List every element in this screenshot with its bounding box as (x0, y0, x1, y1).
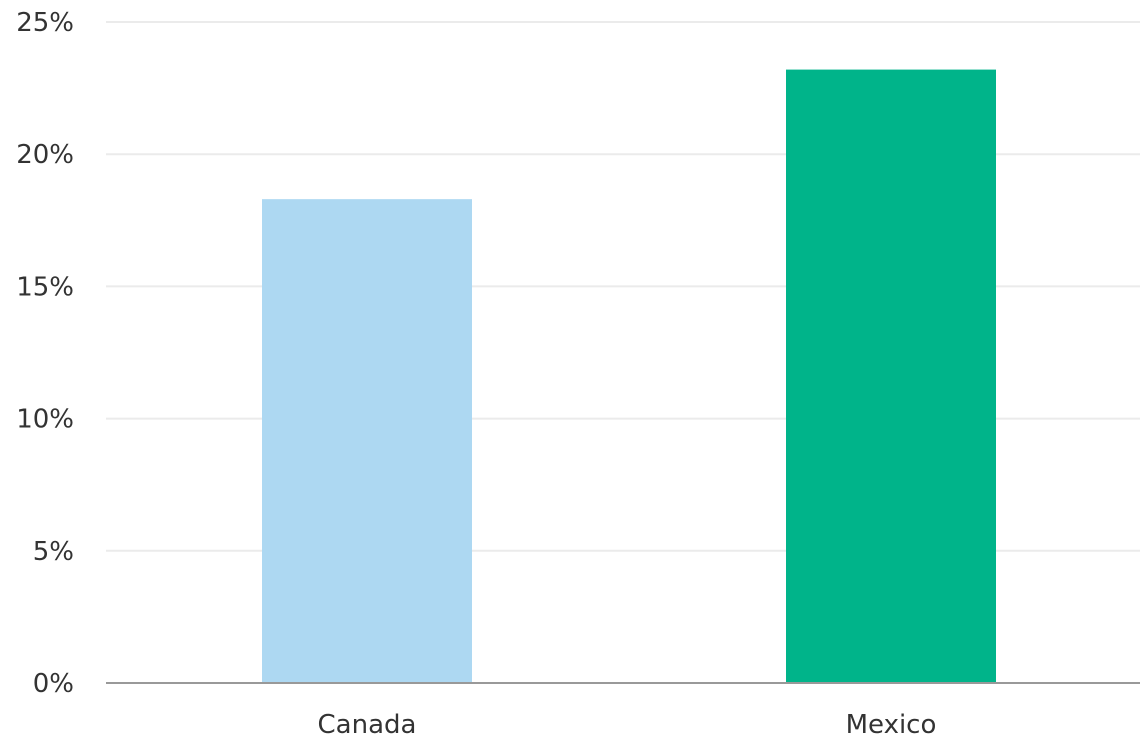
labels: 0% 5% 10% 15% 20% 25% Canada Mexico (16, 8, 936, 738)
y-tick-label: 0% (33, 669, 74, 699)
bar-canada (262, 199, 472, 683)
bar-mexico (786, 69, 996, 684)
x-tick-label: Mexico (846, 710, 937, 738)
y-tick-label: 10% (16, 405, 74, 435)
y-tick-label: 25% (16, 8, 74, 38)
y-tick-label: 5% (33, 537, 74, 567)
bars (262, 69, 996, 684)
y-tick-label: 20% (16, 140, 74, 170)
x-tick-label: Canada (318, 710, 417, 738)
y-tick-label: 15% (16, 272, 74, 302)
